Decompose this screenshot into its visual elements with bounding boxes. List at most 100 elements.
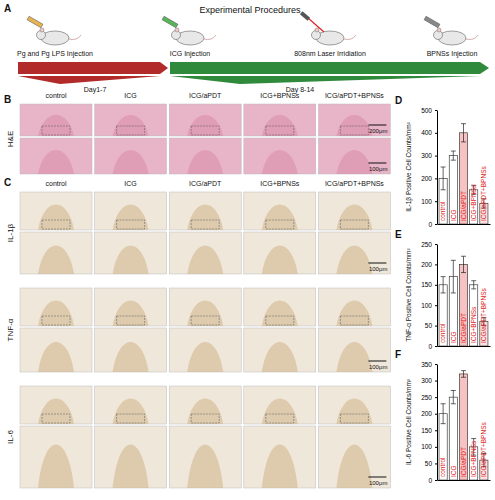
tick: control [439, 201, 446, 224]
group-label: ICG+BPNSs [260, 180, 300, 187]
tick: ICG+BPNSs [470, 184, 477, 224]
group-label: ICG/aPDT+BPNSs [325, 180, 384, 187]
error-cap [451, 403, 456, 404]
tick-label: 350 [421, 361, 432, 368]
tissue [187, 205, 223, 231]
x-axis: controlICGICG/aPDTICG+BPNSsICG/aPDT+BPNS… [438, 166, 491, 225]
tissue [262, 399, 298, 425]
panel-label: B [4, 94, 11, 105]
tick: 50 [425, 460, 437, 467]
syringe [424, 16, 440, 27]
tick: 0 [428, 477, 437, 484]
tick: ICG [450, 331, 457, 346]
error-cap [461, 141, 466, 142]
error-bar [451, 391, 456, 404]
tissue [38, 115, 74, 136]
row-label: H&E [6, 131, 15, 147]
tick: 300 [421, 152, 437, 159]
zoom-box [191, 414, 219, 423]
micrograph [318, 232, 390, 274]
category-label: ICG [450, 465, 457, 477]
error-cap [471, 288, 476, 289]
histology [20, 104, 390, 488]
error-cap [461, 377, 466, 378]
error-line [443, 277, 444, 293]
zoom-box [266, 316, 294, 325]
tick: ICG/aPDT [460, 313, 467, 346]
bar-chart: 050100150200250controlICGICG/aPDTICG+BPN… [421, 241, 490, 350]
bar [439, 414, 447, 480]
mouse-tail [466, 35, 478, 40]
panel-label: A [4, 3, 11, 14]
group-label: ICG+BPNSs [260, 92, 300, 99]
scale-bar [368, 263, 386, 264]
error-cap [441, 423, 446, 424]
micrograph [244, 426, 316, 488]
tissue [38, 246, 74, 275]
tick-mark [435, 201, 437, 202]
group-label: ICG/aPDT+BPNSs [325, 92, 384, 99]
tick: 300 [421, 377, 437, 384]
tick: ICG [450, 209, 457, 224]
group-label: ICG/aPDT [189, 92, 222, 99]
tick: 100 [421, 443, 437, 450]
tick-mark [435, 414, 437, 415]
mouse-tail [344, 35, 356, 40]
tick: 400 [421, 129, 437, 136]
axis-line [438, 224, 491, 225]
tick-label: 100 [421, 198, 432, 205]
tick-mark [435, 244, 437, 245]
tissue [113, 150, 149, 174]
micrograph [318, 288, 390, 326]
axis-line [437, 111, 438, 225]
x-axis: controlICGICG/aPDTICG+BPNSsICG/aPDT+BPNS… [438, 288, 491, 347]
mouse-tail [204, 35, 216, 40]
bar [459, 133, 467, 224]
mouse-ear [175, 28, 179, 32]
micrograph [169, 386, 241, 424]
tissue [262, 205, 298, 231]
tick-label: 50 [425, 322, 433, 329]
error-cap [461, 123, 466, 124]
micrograph [318, 192, 390, 230]
error-bar [471, 281, 476, 289]
zoom-box [117, 220, 145, 229]
error-bar [461, 124, 466, 142]
bar [459, 264, 467, 346]
figure: ABCDEFExperimental ProceduresPg and Pg L… [0, 0, 495, 500]
tick: 150 [421, 281, 437, 288]
error-bar [441, 277, 446, 293]
tick: ICG/aPDT [460, 447, 467, 480]
error-line [443, 167, 444, 190]
micrograph [318, 138, 390, 174]
tick: ICG+BPNSs [470, 306, 477, 346]
bar [449, 156, 457, 224]
micrograph [95, 192, 167, 230]
tick-mark [435, 364, 437, 365]
scale-bar-label: 100μm [369, 364, 387, 370]
tick-mark [435, 480, 437, 481]
axis-title: IL-1β Positive Cell Counts/mm² [405, 121, 413, 212]
tissue [113, 205, 149, 231]
tissue [113, 445, 149, 489]
tick-label: 250 [421, 241, 432, 248]
category-label: ICG+BPNSs [470, 440, 477, 477]
error-line [473, 281, 474, 289]
tissue [38, 150, 74, 174]
micrograph [20, 328, 92, 372]
error-cap [461, 272, 466, 273]
bar [449, 397, 457, 480]
y-axis: 050100150200250 [421, 241, 437, 350]
micrograph [95, 386, 167, 424]
bar-chart: 050100150200250300350controlICGICG/aPDTI… [421, 361, 490, 484]
group-label: control [45, 180, 66, 187]
micrograph [20, 104, 92, 136]
error-bar [461, 256, 466, 272]
category-label: ICG [450, 331, 457, 343]
panel-label: D [395, 95, 402, 106]
tick-label: 500 [421, 107, 432, 114]
category-label: ICG/aPDT [460, 447, 467, 477]
tissue [336, 301, 372, 327]
error-line [463, 256, 464, 272]
mouse-icon [27, 16, 81, 45]
